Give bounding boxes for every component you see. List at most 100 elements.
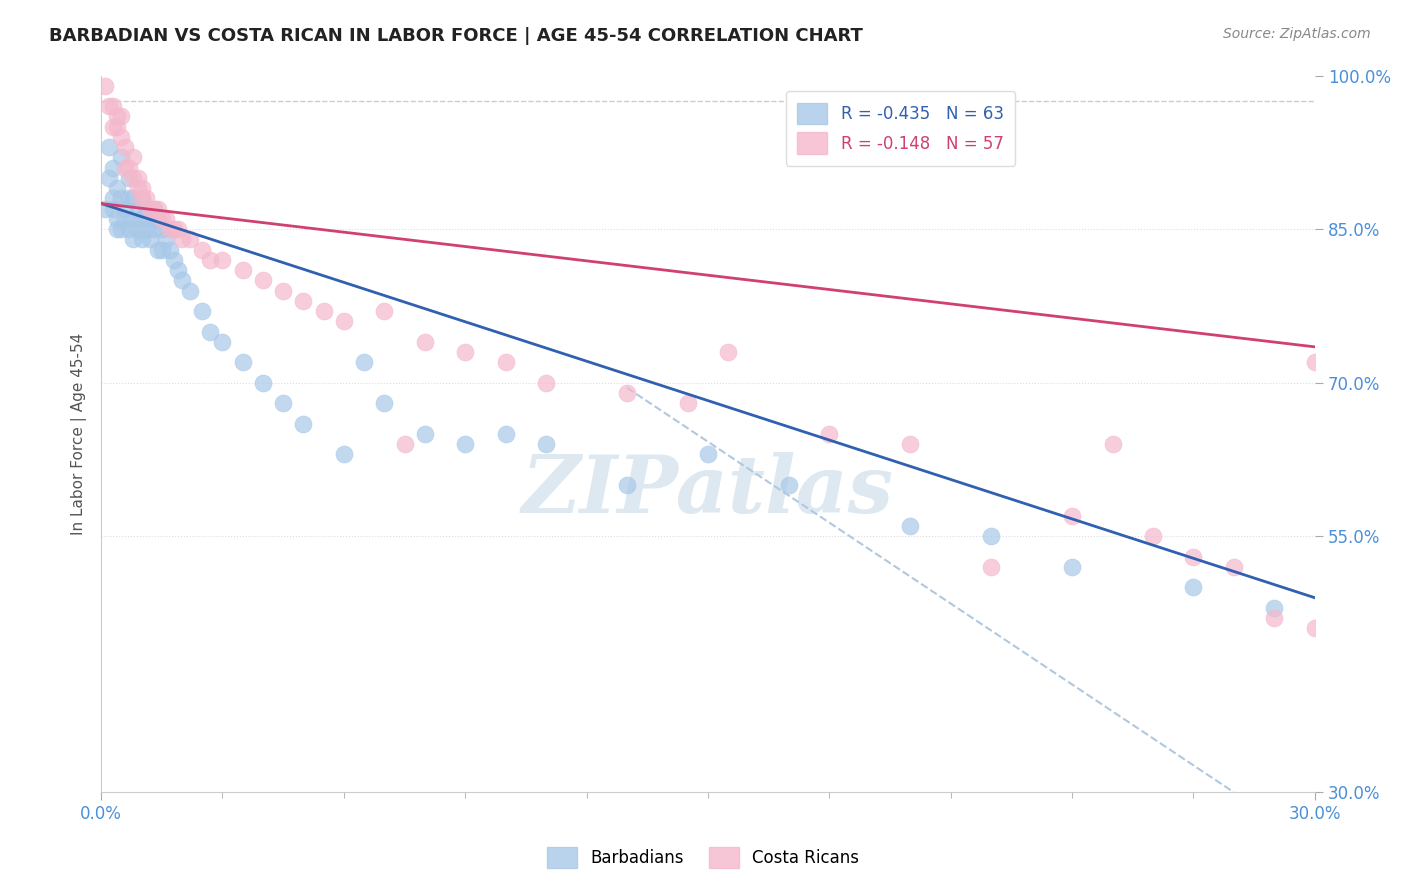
Point xyxy=(122,191,145,205)
Point xyxy=(138,202,160,216)
Point xyxy=(103,202,125,216)
Point xyxy=(131,181,153,195)
Point xyxy=(616,478,638,492)
Point xyxy=(232,355,254,369)
Point xyxy=(1223,560,1246,574)
Point xyxy=(135,202,157,216)
Point xyxy=(232,263,254,277)
Point xyxy=(980,529,1002,543)
Point xyxy=(110,222,132,236)
Text: ZIPatlas: ZIPatlas xyxy=(522,452,894,530)
Point xyxy=(127,202,149,216)
Point xyxy=(413,426,436,441)
Point xyxy=(333,314,356,328)
Point xyxy=(211,334,233,349)
Y-axis label: In Labor Force | Age 45-54: In Labor Force | Age 45-54 xyxy=(72,333,87,535)
Point xyxy=(127,181,149,195)
Point xyxy=(118,222,141,236)
Point xyxy=(312,304,335,318)
Point xyxy=(131,191,153,205)
Point xyxy=(127,222,149,236)
Point xyxy=(1303,355,1326,369)
Point xyxy=(818,426,841,441)
Point xyxy=(155,211,177,226)
Point xyxy=(155,232,177,246)
Point xyxy=(135,222,157,236)
Point xyxy=(122,150,145,164)
Point xyxy=(1060,508,1083,523)
Point xyxy=(1142,529,1164,543)
Point xyxy=(271,396,294,410)
Point xyxy=(118,170,141,185)
Point xyxy=(122,170,145,185)
Point xyxy=(150,222,173,236)
Point xyxy=(110,191,132,205)
Point xyxy=(105,120,128,134)
Point xyxy=(142,222,165,236)
Point xyxy=(373,396,395,410)
Point xyxy=(495,355,517,369)
Point xyxy=(717,345,740,359)
Point xyxy=(394,437,416,451)
Point xyxy=(167,263,190,277)
Point xyxy=(114,140,136,154)
Point xyxy=(103,191,125,205)
Point xyxy=(454,345,477,359)
Point xyxy=(114,202,136,216)
Point xyxy=(1060,560,1083,574)
Point xyxy=(127,170,149,185)
Point xyxy=(495,426,517,441)
Point xyxy=(1303,622,1326,636)
Point xyxy=(118,191,141,205)
Point xyxy=(103,99,125,113)
Point xyxy=(118,161,141,175)
Point xyxy=(146,202,169,216)
Point xyxy=(353,355,375,369)
Point xyxy=(898,519,921,533)
Point xyxy=(271,284,294,298)
Text: BARBADIAN VS COSTA RICAN IN LABOR FORCE | AGE 45-54 CORRELATION CHART: BARBADIAN VS COSTA RICAN IN LABOR FORCE … xyxy=(49,27,863,45)
Point xyxy=(211,252,233,267)
Point xyxy=(110,110,132,124)
Point xyxy=(122,232,145,246)
Point xyxy=(292,417,315,431)
Point xyxy=(110,130,132,145)
Point xyxy=(98,140,121,154)
Point xyxy=(200,325,222,339)
Point xyxy=(103,120,125,134)
Point xyxy=(170,232,193,246)
Point xyxy=(373,304,395,318)
Legend: R = -0.435   N = 63, R = -0.148   N = 57: R = -0.435 N = 63, R = -0.148 N = 57 xyxy=(786,91,1015,166)
Point xyxy=(105,222,128,236)
Point xyxy=(413,334,436,349)
Point xyxy=(150,211,173,226)
Point xyxy=(131,191,153,205)
Text: Source: ZipAtlas.com: Source: ZipAtlas.com xyxy=(1223,27,1371,41)
Point xyxy=(170,273,193,287)
Point xyxy=(159,222,181,236)
Point xyxy=(114,161,136,175)
Point xyxy=(252,376,274,390)
Point xyxy=(179,284,201,298)
Point xyxy=(534,437,557,451)
Point xyxy=(676,396,699,410)
Legend: Barbadians, Costa Ricans: Barbadians, Costa Ricans xyxy=(540,840,866,875)
Point xyxy=(1182,581,1205,595)
Point xyxy=(191,243,214,257)
Point xyxy=(1263,601,1285,615)
Point xyxy=(98,170,121,185)
Point xyxy=(114,211,136,226)
Point xyxy=(142,202,165,216)
Point xyxy=(191,304,214,318)
Point xyxy=(122,211,145,226)
Point xyxy=(142,202,165,216)
Point xyxy=(333,447,356,461)
Point xyxy=(105,211,128,226)
Point xyxy=(94,78,117,93)
Point xyxy=(1182,549,1205,564)
Point xyxy=(980,560,1002,574)
Point xyxy=(146,211,169,226)
Point xyxy=(98,99,121,113)
Point xyxy=(105,181,128,195)
Point xyxy=(292,293,315,308)
